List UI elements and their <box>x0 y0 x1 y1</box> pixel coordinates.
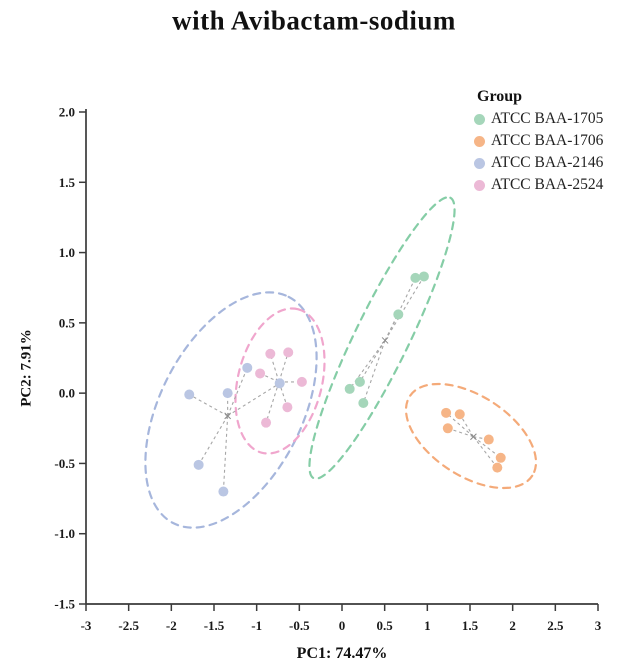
legend-item: ATCC BAA-2524 <box>474 174 603 196</box>
legend-dot-icon <box>474 135 485 147</box>
data-point <box>495 452 506 463</box>
x-tick-label: 2 <box>509 618 516 633</box>
spider-line <box>359 340 386 383</box>
x-tick-label: -2 <box>166 618 177 633</box>
legend-item-label: ATCC BAA-1705 <box>491 110 604 127</box>
x-tick-label: -2.5 <box>118 618 139 633</box>
spider-line <box>362 340 386 404</box>
x-tick-label: -0.5 <box>289 618 310 633</box>
legend-item-label: ATCC BAA-2146 <box>491 154 604 171</box>
x-tick-label: -3 <box>81 618 92 633</box>
y-tick-label: 0.5 <box>59 315 76 330</box>
legend-item: ATCC BAA-1706 <box>474 130 603 152</box>
legend-dot-icon <box>474 157 485 169</box>
legend-dot-icon <box>474 179 485 191</box>
x-tick-label: -1.5 <box>204 618 225 633</box>
data-point <box>492 462 503 473</box>
data-point <box>218 486 229 497</box>
spider-line <box>384 276 425 341</box>
confidence-ellipse <box>308 196 456 480</box>
data-point <box>274 378 285 389</box>
legend-item-label: ATCC BAA-1706 <box>491 132 604 149</box>
data-point <box>255 368 266 379</box>
spider-line <box>472 436 498 468</box>
data-point <box>344 383 355 394</box>
x-tick-label: 0.5 <box>377 618 394 633</box>
data-point <box>358 397 369 408</box>
data-point <box>283 347 294 358</box>
spider-line <box>445 412 474 438</box>
spider-line <box>278 381 288 408</box>
data-point <box>442 423 453 434</box>
data-point <box>265 348 276 359</box>
spider-line <box>188 394 228 417</box>
spider-line <box>198 415 229 466</box>
spider-line <box>278 352 289 383</box>
x-axis-title: PC1: 74.47% <box>296 645 388 662</box>
x-tick-label: 3 <box>595 618 602 633</box>
confidence-ellipse <box>234 307 326 455</box>
chart-title: with Avibactam-sodium <box>172 5 456 36</box>
legend-item: ATCC BAA-2146 <box>474 152 603 174</box>
legend-title: Group <box>477 88 523 105</box>
y-tick-label: -1.0 <box>54 526 75 541</box>
confidence-ellipse <box>404 382 538 490</box>
data-point <box>410 272 421 283</box>
legend-item: ATCC BAA-1705 <box>474 108 603 130</box>
spider-line <box>384 277 416 341</box>
data-point <box>282 402 293 413</box>
y-tick-label: -1.5 <box>54 597 75 612</box>
data-point <box>454 409 465 420</box>
x-tick-label: 1 <box>424 618 431 633</box>
data-point <box>184 389 195 400</box>
data-point <box>418 271 429 282</box>
legend-dot-icon <box>474 113 485 125</box>
x-tick-label: 0 <box>339 618 346 633</box>
legend-items: ATCC BAA-1705 ATCC BAA-1706 ATCC BAA-2146 A… <box>474 108 603 196</box>
data-point <box>296 376 307 387</box>
data-point <box>354 376 365 387</box>
centroid-marker <box>470 433 477 441</box>
x-tick-label: 1.5 <box>462 618 479 633</box>
y-tick-label: -0.5 <box>54 456 75 471</box>
legend-item-label: ATCC BAA-2524 <box>491 176 604 193</box>
data-point <box>261 417 272 428</box>
centroid-marker <box>224 412 232 420</box>
spider-line <box>227 367 248 417</box>
spider-line <box>227 382 280 417</box>
data-point <box>483 434 494 445</box>
data-point <box>193 459 204 470</box>
spider-line <box>459 413 474 438</box>
y-tick-label: 1.5 <box>59 175 76 190</box>
x-tick-label: -1 <box>251 618 262 633</box>
spider-line <box>222 415 229 492</box>
confidence-ellipse <box>144 291 318 529</box>
data-point <box>222 388 233 399</box>
y-tick-label: 2.0 <box>59 105 75 120</box>
x-tick-label: 2.5 <box>547 618 564 633</box>
centroid-marker <box>381 337 389 344</box>
spider-line <box>447 427 474 438</box>
spider-line <box>265 381 280 423</box>
legend: Group ATCC BAA-1705 ATCC BAA-1706 ATCC BAA… <box>474 85 603 196</box>
data-point <box>393 309 404 320</box>
y-axis-title: PC2: 7.91% <box>18 329 35 407</box>
data-point <box>242 362 253 373</box>
y-tick-label: 0.0 <box>59 386 75 401</box>
data-point <box>441 407 452 418</box>
y-tick-label: 1.0 <box>59 245 75 260</box>
